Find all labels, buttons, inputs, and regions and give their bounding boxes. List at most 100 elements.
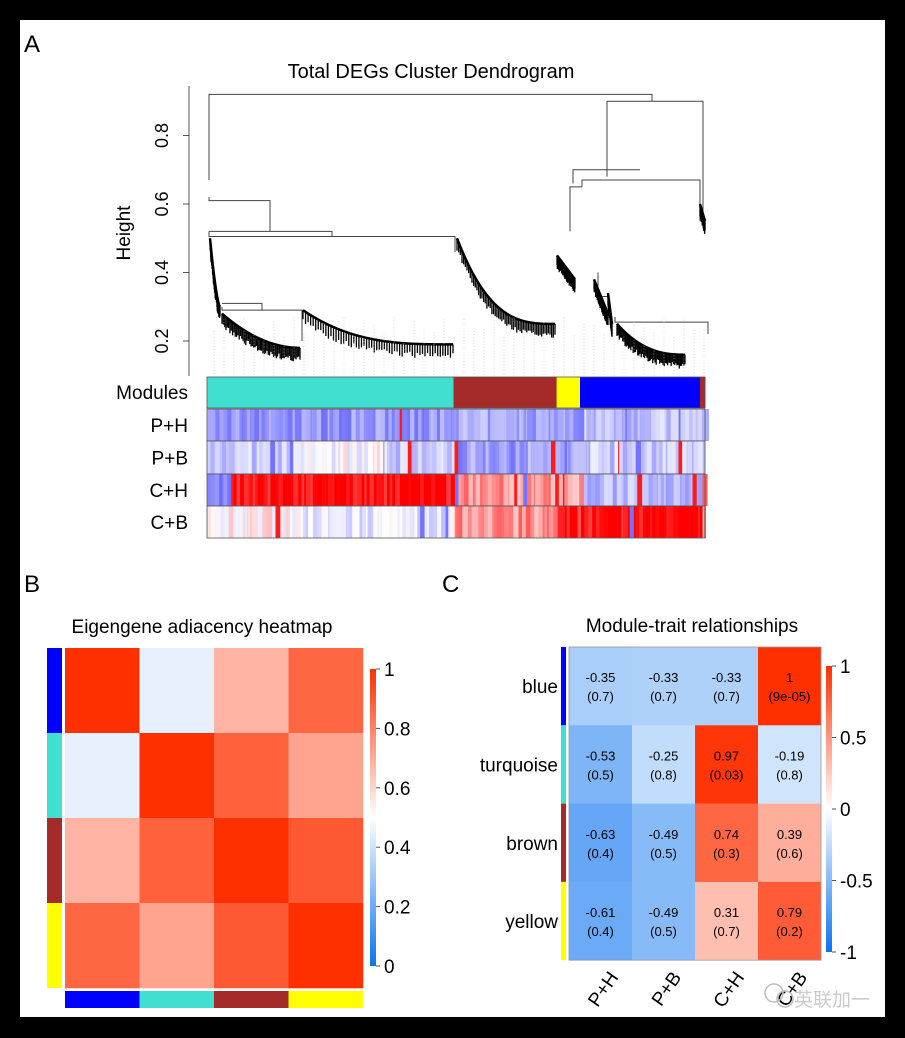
trait-strip-cell (698, 474, 703, 506)
trait-strip-cell (312, 506, 318, 538)
trait-strip-cell (503, 474, 509, 506)
trait-strip-cell (434, 474, 439, 506)
correlation-value: 0.31 (714, 905, 739, 920)
trait-strip-cell (581, 441, 587, 474)
trait-strip-cell (337, 506, 341, 538)
trait-strip-cell (463, 474, 466, 506)
trait-strip-cell (548, 409, 551, 441)
trait-strip-cell (610, 506, 614, 538)
trait-strip-cell (352, 474, 358, 506)
trait-strip-cell (404, 441, 409, 474)
dendrogram-branch (614, 317, 709, 335)
trait-strip-cell (698, 506, 701, 538)
trait-strip-cell (251, 506, 254, 538)
trait-strip-cell (223, 474, 228, 506)
trait-strip-cell (614, 441, 619, 474)
trait-strip-cell (347, 441, 350, 474)
trait-strip-cell (346, 474, 350, 506)
y-tick-label: 0.4 (152, 260, 172, 285)
trait-strip-cell (587, 441, 589, 474)
trait-strip-cell (470, 441, 476, 474)
panel-label-a: A (24, 31, 40, 58)
trait-strip-cell (544, 409, 550, 441)
trait-strip-cell (591, 409, 593, 441)
trait-strip-cell (564, 474, 569, 506)
trait-strip-cell (388, 409, 393, 441)
p-value: (0.3) (713, 846, 740, 861)
trait-strip-cell (368, 409, 374, 441)
correlation-value: -0.19 (775, 748, 805, 763)
trait-strip-cell (471, 409, 474, 441)
modules-color-strip (206, 376, 706, 409)
trait-strip-cell (280, 506, 283, 538)
trait-strip-cell (210, 474, 216, 506)
trait-strip-cell (646, 441, 652, 474)
trait-strip-cell (207, 441, 211, 474)
trait-strip-cell (318, 409, 322, 441)
trait-strip-cell (264, 409, 267, 441)
trait-strip-cell (209, 409, 213, 441)
trait-strip-cell (533, 441, 539, 474)
trait-strip-cell (304, 441, 308, 474)
correlation-value: 0.74 (714, 827, 739, 842)
trait-strip-cell (530, 506, 532, 538)
trait-strip-cell (256, 506, 259, 538)
trait-strip-cell (639, 409, 642, 441)
trait-strip-cell (514, 409, 517, 441)
trait-strip-cell (214, 474, 220, 506)
trait-strip-cell (594, 441, 599, 474)
trait-col-label: P+H (584, 968, 623, 1011)
trait-strip-cell (456, 409, 458, 441)
trait-strip-cell (224, 506, 230, 538)
trait-strip-cell (644, 409, 650, 441)
trait-strip-cell (689, 409, 693, 441)
trait-strip-cell (270, 441, 276, 474)
p-value: (0.5) (650, 924, 677, 939)
leaf-branch-edge (302, 309, 454, 346)
p-value: (0.5) (587, 767, 614, 782)
trait-strip-cell (619, 409, 622, 441)
trait-strip-cell (256, 441, 260, 474)
trait-strip-cell (306, 409, 312, 441)
adjacency-cell-turquoise-yellow (288, 733, 364, 819)
trait-strip-cell (550, 441, 556, 474)
trait-strip-cell (658, 474, 661, 506)
trait-strip-cell (690, 474, 693, 506)
trait-strip-cell (515, 441, 520, 474)
trait-strip-cell (501, 506, 505, 538)
trait-strip-cell (317, 474, 323, 506)
trait-strip-cell (699, 506, 703, 538)
trait-strip-cell (692, 409, 696, 441)
trait-strip-cell (520, 474, 524, 506)
trait-strip-cell (433, 409, 438, 441)
trait-strip-cell (494, 409, 500, 441)
adjacency-cell-brown-yellow (288, 818, 364, 904)
trait-strip-cell (458, 474, 461, 506)
trait-strip-cell (356, 441, 359, 474)
trait-strip-cell (246, 409, 251, 441)
trait-strip-cell (599, 506, 605, 538)
trait-strip-cell (282, 506, 284, 538)
trait-strip-cell (675, 441, 679, 474)
trait-cell-turquoise-P-plus-B (632, 725, 696, 804)
trait-strip-cell (231, 474, 235, 506)
trait-strip-cell (681, 506, 684, 538)
trait-strip-cell (567, 441, 569, 474)
trait-strip-cell (338, 441, 341, 474)
trait-strip-cell (544, 506, 548, 538)
trait-strip-cell (667, 441, 669, 474)
trait-strip-cell (621, 474, 624, 506)
trait-strip-cell (296, 441, 302, 474)
trait-strip-cell (597, 409, 602, 441)
trait-strip-cell (241, 409, 245, 441)
adjacency-cell-brown-turquoise (139, 818, 215, 904)
trait-strip-cell (316, 409, 319, 441)
trait-strip-cell (213, 441, 216, 474)
trait-row-label: P+B (152, 449, 188, 470)
adjacency-col-color-turquoise (139, 991, 214, 1008)
trait-row-color-turquoise (561, 725, 566, 804)
trait-strip-cell (573, 441, 578, 474)
trait-strip-cell (555, 474, 560, 506)
trait-strip-cell (590, 441, 595, 474)
trait-strip-cell (514, 506, 517, 538)
